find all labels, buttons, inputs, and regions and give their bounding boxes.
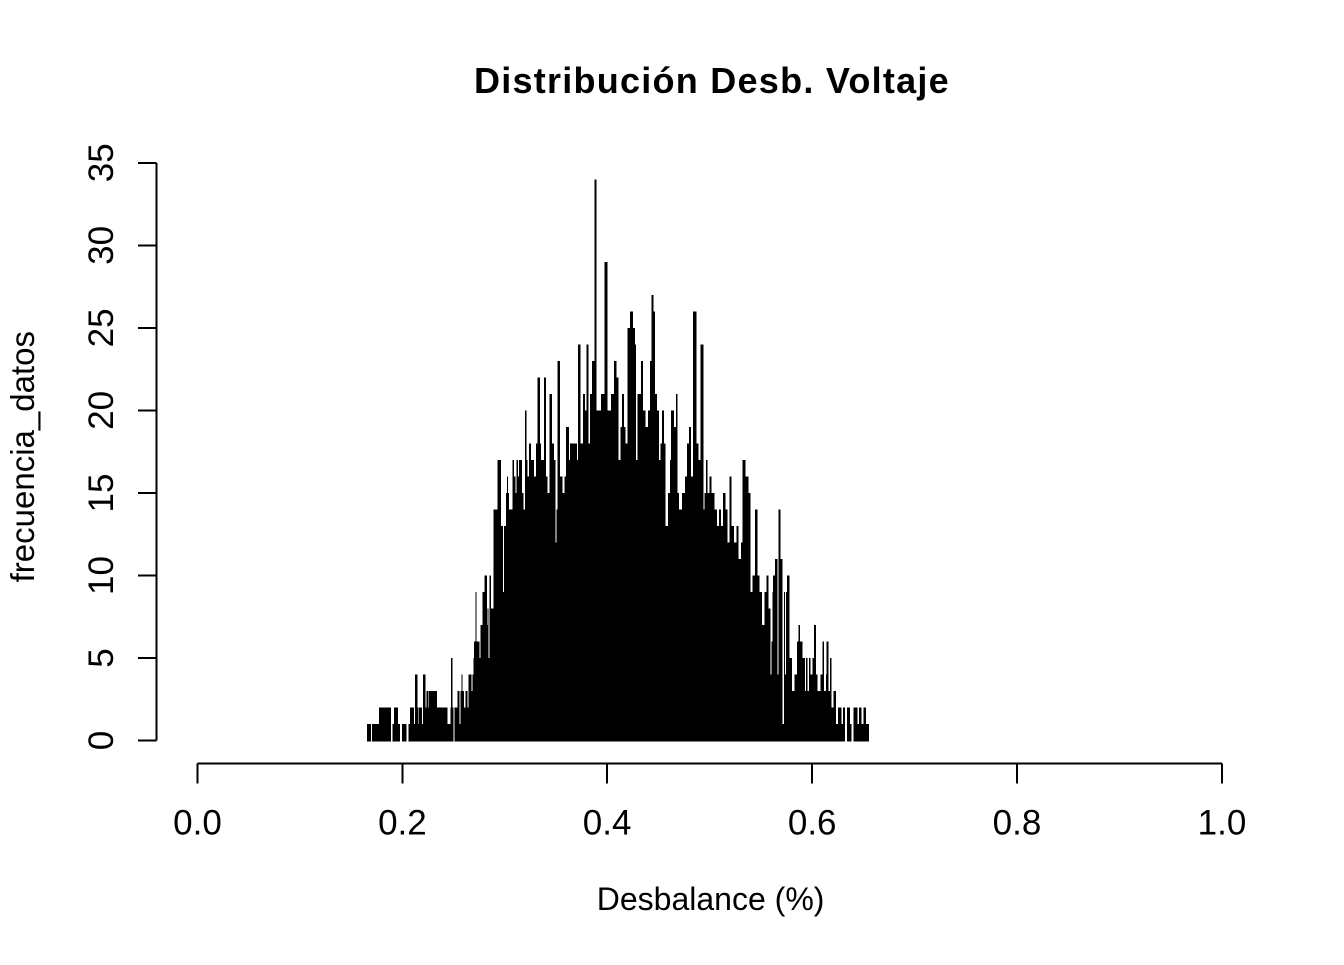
svg-text:30: 30 (82, 226, 121, 265)
svg-text:Desbalance (%): Desbalance (%) (597, 881, 825, 917)
svg-text:20: 20 (82, 391, 121, 430)
svg-text:0: 0 (82, 731, 121, 750)
svg-text:0.8: 0.8 (993, 804, 1042, 843)
svg-text:10: 10 (82, 556, 121, 595)
svg-text:0.4: 0.4 (583, 804, 632, 843)
svg-text:25: 25 (82, 308, 121, 347)
svg-text:Distribución Desb. Voltaje: Distribución Desb. Voltaje (474, 60, 950, 101)
svg-text:35: 35 (82, 143, 121, 182)
svg-text:5: 5 (82, 648, 121, 667)
svg-text:frecuencia_datos: frecuencia_datos (4, 331, 41, 582)
svg-text:0.2: 0.2 (378, 804, 427, 843)
svg-text:0.6: 0.6 (788, 804, 837, 843)
svg-text:1.0: 1.0 (1198, 804, 1247, 843)
svg-text:15: 15 (82, 474, 121, 513)
svg-text:0.0: 0.0 (173, 804, 222, 843)
